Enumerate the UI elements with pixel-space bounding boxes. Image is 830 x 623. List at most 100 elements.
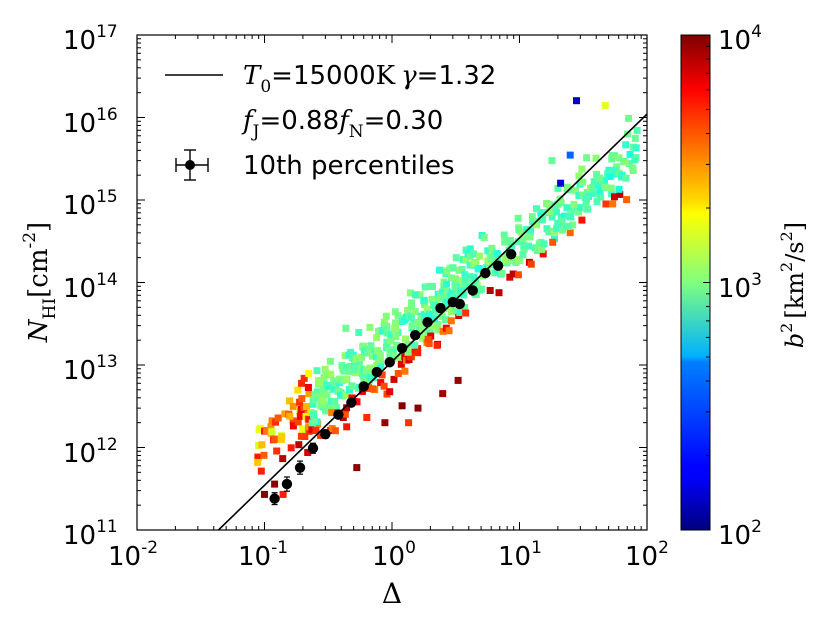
scatter-cell: [593, 198, 601, 206]
scatter-cell: [305, 390, 313, 398]
scatter-cell: [462, 256, 470, 264]
scatter-cell: [574, 208, 582, 216]
scatter-cell: [323, 391, 331, 399]
scatter-cell: [393, 341, 401, 349]
scatter-cell: [484, 247, 492, 255]
percentile-marker: [492, 260, 504, 271]
legend-entry-percentiles: 10th percentiles: [243, 151, 455, 181]
scatter-cell: [602, 200, 610, 208]
scatter-cell: [597, 193, 605, 201]
scatter-cell: [374, 347, 382, 355]
scatter-cell: [449, 264, 457, 272]
scatter-cell: [410, 348, 418, 356]
scatter-cell: [287, 444, 295, 452]
scatter-cell: [583, 194, 591, 202]
x-axis-title: Δ: [382, 577, 402, 610]
scatter-cell: [486, 287, 494, 294]
scatter-cell: [452, 288, 460, 296]
scatter-cell: [448, 289, 456, 297]
scatter-cell: [295, 441, 303, 449]
scatter-cell: [582, 201, 590, 209]
plot-area: [137, 35, 647, 530]
scatter-cell: [319, 395, 327, 403]
scatter-cell: [414, 404, 422, 412]
x-tick-label: 102: [625, 538, 669, 572]
scatter-cell: [545, 228, 553, 236]
scatter-cell: [391, 308, 399, 316]
scatter-cell: [383, 329, 391, 337]
scatter-cell: [519, 235, 527, 243]
percentile-marker: [358, 381, 369, 392]
scatter-cell: [566, 151, 574, 159]
scatter-cell: [439, 288, 447, 296]
scatter-cell: [452, 293, 460, 301]
scatter-cell: [322, 369, 330, 377]
scatter-cell: [390, 375, 398, 383]
scatter-cell: [311, 416, 318, 424]
scatter-cell: [484, 257, 492, 265]
scatter-cell: [569, 221, 577, 229]
scatter-cell: [601, 183, 609, 191]
scatter-cell: [588, 189, 596, 197]
scatter-cell: [428, 322, 436, 330]
percentile-point: [269, 492, 280, 506]
scatter-cell: [254, 453, 262, 461]
scatter-cell: [488, 254, 496, 262]
x-tick-label: 10-1: [238, 538, 288, 572]
scatter-cell: [392, 325, 400, 333]
percentile-point: [320, 428, 331, 440]
scatter-cell: [273, 447, 281, 455]
percentile-point: [492, 260, 504, 271]
scatter-cell: [570, 200, 578, 208]
scatter-cell: [339, 376, 347, 384]
scatter-cell: [509, 270, 517, 278]
scatter-cell: [538, 245, 546, 253]
scatter-cell: [434, 326, 442, 334]
scatter-cell: [274, 414, 282, 422]
scatter-cell: [402, 335, 409, 343]
scatter-cell: [350, 366, 358, 373]
scatter-cell: [268, 428, 276, 436]
percentile-point: [505, 249, 517, 260]
scatter-cell: [294, 418, 302, 426]
scatter-cell: [590, 178, 598, 186]
scatter-cell: [348, 382, 356, 390]
scatter-cell: [397, 360, 405, 368]
percentile-marker: [281, 478, 293, 490]
scatter-cell: [593, 170, 601, 178]
scatter-cell: [417, 315, 425, 323]
scatter-cell: [583, 154, 591, 162]
scatter-cell: [432, 298, 440, 305]
percentile-point: [371, 366, 383, 378]
scatter-cell: [377, 363, 385, 371]
scatter-cell: [625, 160, 633, 168]
scatter-cell: [431, 315, 439, 323]
scatter-cell: [589, 184, 597, 192]
scatter-cell: [312, 427, 320, 434]
scatter-cell: [387, 331, 395, 339]
colorbar-tick-label: 102: [718, 517, 762, 551]
scatter-cell: [321, 365, 329, 373]
scatter-cell: [289, 402, 297, 410]
scatter-cell: [631, 156, 639, 164]
colorbar-tick-label: 103: [718, 270, 762, 304]
percentile-marker: [454, 298, 465, 310]
scatter-cell: [365, 377, 373, 385]
scatter-cell: [566, 229, 574, 237]
scatter-cell: [472, 291, 480, 299]
scatter-cell: [608, 151, 616, 159]
scatter-cell: [414, 345, 422, 353]
scatter-cell: [501, 238, 509, 246]
scatter-cell: [548, 157, 556, 165]
scatter-cell: [579, 178, 587, 186]
percentile-point: [333, 409, 344, 420]
percentile-point: [422, 317, 433, 328]
scatter-cell: [377, 359, 384, 367]
scatter-cell: [376, 352, 384, 360]
scatter-cell: [382, 312, 390, 320]
scatter-cell: [533, 205, 540, 213]
scatter-cell: [488, 248, 496, 256]
scatter-cell: [447, 308, 455, 315]
percentile-marker: [505, 249, 517, 260]
scatter-cell: [448, 274, 455, 282]
